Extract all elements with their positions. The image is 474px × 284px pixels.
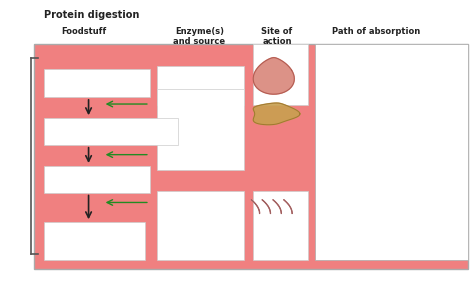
Bar (157, 66, 244, 105)
Text: Site of
action: Site of action (262, 27, 292, 46)
Text: Foodstuff: Foodstuff (61, 27, 107, 36)
Bar (44, 222, 145, 260)
Bar (44, 69, 150, 97)
Polygon shape (262, 200, 271, 214)
Polygon shape (253, 103, 300, 125)
Bar (44, 118, 178, 145)
Bar (254, 43, 308, 105)
Polygon shape (283, 200, 292, 214)
Bar (315, 43, 468, 260)
Bar (157, 89, 244, 170)
Bar (35, 43, 468, 269)
Polygon shape (273, 200, 281, 214)
Bar (157, 191, 244, 260)
Bar (44, 166, 150, 193)
Text: Protein digestion: Protein digestion (44, 10, 139, 20)
Text: Path of absorption: Path of absorption (332, 27, 420, 36)
Bar (254, 191, 308, 260)
Polygon shape (251, 200, 260, 214)
Polygon shape (253, 58, 294, 94)
Text: Enzyme(s)
and source: Enzyme(s) and source (173, 27, 225, 46)
